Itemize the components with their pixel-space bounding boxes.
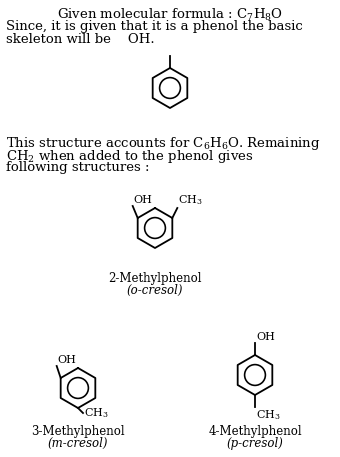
- Text: Given molecular formula : $\mathregular{C_7H_8O}$: Given molecular formula : $\mathregular{…: [57, 7, 283, 23]
- Text: (𝑝-cresol): (𝑝-cresol): [226, 437, 284, 450]
- Text: (𝑚-cresol): (𝑚-cresol): [48, 437, 108, 450]
- Text: Since, it is given that it is a phenol the basic: Since, it is given that it is a phenol t…: [6, 20, 303, 33]
- Text: 2-Methylphenol: 2-Methylphenol: [108, 272, 202, 285]
- Text: This structure accounts for $\mathregular{C_6H_6}$O. Remaining: This structure accounts for $\mathregula…: [6, 135, 321, 152]
- Text: OH: OH: [58, 355, 76, 365]
- Text: $\mathregular{CH_3}$: $\mathregular{CH_3}$: [84, 406, 109, 420]
- Text: 4-Methylphenol: 4-Methylphenol: [208, 425, 302, 438]
- Text: 3-Methylphenol: 3-Methylphenol: [31, 425, 125, 438]
- Text: (𝑜-cresol): (𝑜-cresol): [127, 284, 183, 297]
- Text: OH: OH: [134, 195, 153, 205]
- Text: $\mathregular{CH_3}$: $\mathregular{CH_3}$: [256, 408, 281, 422]
- Text: OH: OH: [256, 332, 275, 342]
- Text: skeleton will be    OH.: skeleton will be OH.: [6, 33, 155, 46]
- Text: $\mathregular{CH_2}$ when added to the phenol gives: $\mathregular{CH_2}$ when added to the p…: [6, 148, 254, 165]
- Text: following structures :: following structures :: [6, 161, 150, 174]
- Text: $\mathregular{CH_3}$: $\mathregular{CH_3}$: [178, 193, 203, 207]
